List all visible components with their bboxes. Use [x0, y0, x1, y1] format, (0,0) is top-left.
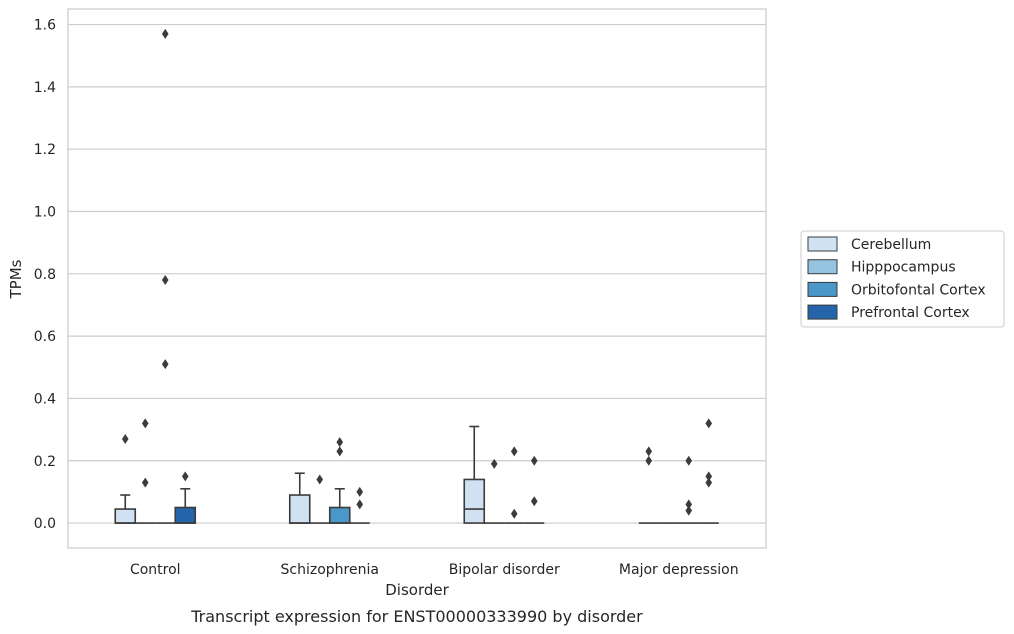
box-body — [174, 506, 197, 524]
x-tick-label: Schizophrenia — [281, 562, 379, 578]
outlier-point — [336, 446, 344, 457]
outlier-point — [705, 471, 713, 482]
y-tick-label: 1.0 — [34, 205, 56, 221]
x-tick-label: Major depression — [619, 562, 739, 578]
outlier-point — [510, 446, 518, 457]
box-1-0 — [288, 472, 311, 524]
box-2-3 — [524, 455, 545, 524]
box-body — [328, 506, 351, 524]
outlier-point — [645, 455, 653, 466]
outlier-point — [121, 433, 129, 444]
outlier-point — [685, 499, 693, 510]
x-axis-label: Disorder — [385, 581, 449, 599]
outlier-point — [161, 275, 169, 286]
y-tick-label: 0.6 — [34, 329, 56, 345]
outlier-point — [141, 418, 149, 429]
legend-label: Hipppocampus — [851, 260, 956, 276]
outlier-point — [161, 28, 169, 39]
outlier-point — [316, 474, 324, 485]
box-body — [114, 508, 137, 524]
outlier-point — [356, 499, 364, 510]
outlier-point — [510, 508, 518, 519]
box-3-2 — [678, 455, 699, 524]
outlier-point — [336, 437, 344, 448]
box-2-1 — [484, 458, 505, 524]
x-tick-label: Control — [130, 562, 181, 578]
outlier-point — [356, 486, 364, 497]
legend-label: Cerebellum — [851, 237, 931, 253]
legend-swatch — [807, 236, 838, 252]
plot-frame — [67, 8, 767, 549]
box-0-0 — [114, 433, 137, 524]
y-axis-label: TPMs — [7, 259, 25, 299]
outlier-point — [161, 359, 169, 370]
box-0-3 — [174, 471, 197, 524]
chart-caption: Transcript expression for ENST0000033399… — [190, 607, 643, 626]
x-tick-label: Bipolar disorder — [449, 562, 560, 578]
box-0-2 — [155, 28, 176, 524]
box-1-1 — [309, 474, 330, 524]
box-body — [463, 478, 486, 524]
y-tick-label: 1.2 — [34, 142, 56, 158]
boxes — [114, 28, 719, 524]
outlier-point — [645, 446, 653, 457]
outlier-point — [530, 496, 538, 507]
outlier-point — [685, 505, 693, 516]
outlier-point — [705, 418, 713, 429]
y-tick-label: 0.8 — [34, 267, 56, 283]
y-tick-labels: 0.0 0.2 0.4 0.6 0.8 1.0 1.2 1.4 1.6 — [34, 18, 56, 532]
outlier-point — [530, 455, 538, 466]
legend: Cerebellum Hipppocampus Orbitofontal Corte… — [800, 230, 1005, 328]
legend-label: Orbitofontal Cortex — [851, 282, 986, 298]
box-1-2 — [328, 437, 351, 524]
box-2-0 — [463, 425, 486, 524]
outlier-point — [685, 455, 693, 466]
y-tick-label: 0.4 — [34, 391, 56, 407]
box-0-1 — [135, 418, 156, 524]
outlier-point — [141, 477, 149, 488]
outlier-point — [490, 458, 498, 469]
legend-swatch — [807, 281, 838, 297]
y-tick-label: 0.0 — [34, 516, 56, 532]
y-tick-label: 1.6 — [34, 18, 56, 34]
x-tick-labels: Control Schizophrenia Bipolar disorder Majo… — [130, 562, 739, 578]
outlier-point — [705, 477, 713, 488]
outlier-point — [181, 471, 189, 482]
box-1-3 — [349, 486, 370, 524]
y-tick-label: 1.4 — [34, 80, 56, 96]
legend-swatch — [807, 259, 838, 275]
y-tick-label: 0.2 — [34, 454, 56, 470]
legend-label: Prefrontal Cortex — [851, 305, 970, 321]
legend-frame — [800, 230, 1005, 328]
legend-swatch — [807, 304, 838, 320]
box-3-0 — [638, 446, 659, 524]
box-2-2 — [504, 446, 525, 524]
box-body — [288, 494, 311, 524]
box-3-3 — [698, 418, 719, 524]
